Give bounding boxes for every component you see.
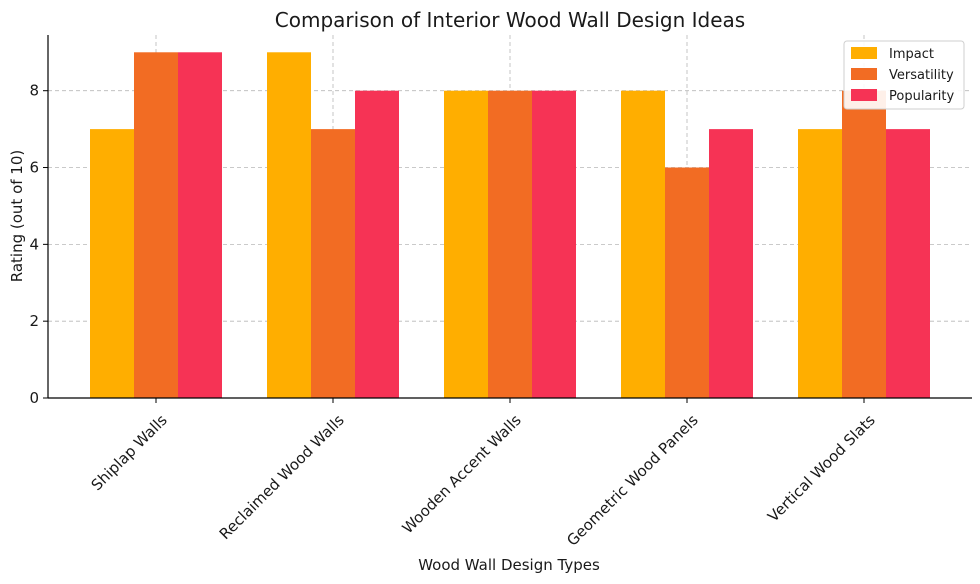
bar-versatility-1	[311, 129, 355, 398]
x-tick-label: Geometric Wood Panels	[563, 411, 702, 550]
bar-versatility-4	[842, 90, 886, 398]
bar-impact-4	[798, 129, 842, 398]
x-tick-label: Shiplap Walls	[88, 411, 171, 494]
x-tick-label: Vertical Wood Slats	[764, 411, 879, 526]
y-axis-label: Rating (out of 10)	[8, 150, 26, 282]
bar-impact-1	[267, 52, 311, 399]
y-tick-label: 8	[29, 82, 39, 100]
x-tick-label: Wooden Accent Walls	[399, 411, 525, 537]
x-axis-label: Wood Wall Design Types	[418, 556, 600, 574]
y-tick-label: 4	[29, 235, 39, 253]
bars	[90, 52, 930, 399]
bar-popularity-3	[709, 129, 753, 398]
legend-swatch-impact	[851, 47, 877, 59]
x-tick-label: Reclaimed Wood Walls	[216, 411, 348, 543]
legend-label-versatility: Versatility	[889, 68, 954, 83]
legend-label-impact: Impact	[889, 47, 934, 62]
bar-popularity-4	[886, 129, 930, 398]
x-ticks: Shiplap Walls Reclaimed Wood Walls Wooden …	[88, 398, 879, 550]
bar-popularity-2	[532, 90, 576, 398]
bar-impact-3	[621, 90, 665, 398]
bar-versatility-0	[134, 52, 178, 399]
y-tick-label: 2	[29, 312, 39, 330]
bar-impact-0	[90, 129, 134, 398]
chart-title: Comparison of Interior Wood Wall Design …	[275, 8, 745, 32]
legend-swatch-popularity	[851, 89, 877, 101]
y-ticks: 0 2 4 6 8	[29, 82, 48, 407]
y-tick-label: 0	[29, 389, 39, 407]
y-tick-label: 6	[29, 159, 39, 177]
legend: Impact Versatility Popularity	[843, 40, 965, 110]
legend-swatch-versatility	[851, 68, 877, 80]
bar-popularity-1	[355, 90, 399, 398]
bar-versatility-2	[488, 90, 532, 398]
bar-impact-2	[444, 90, 488, 398]
bar-versatility-3	[665, 167, 709, 398]
bar-popularity-0	[178, 52, 222, 399]
legend-label-popularity: Popularity	[889, 89, 954, 104]
